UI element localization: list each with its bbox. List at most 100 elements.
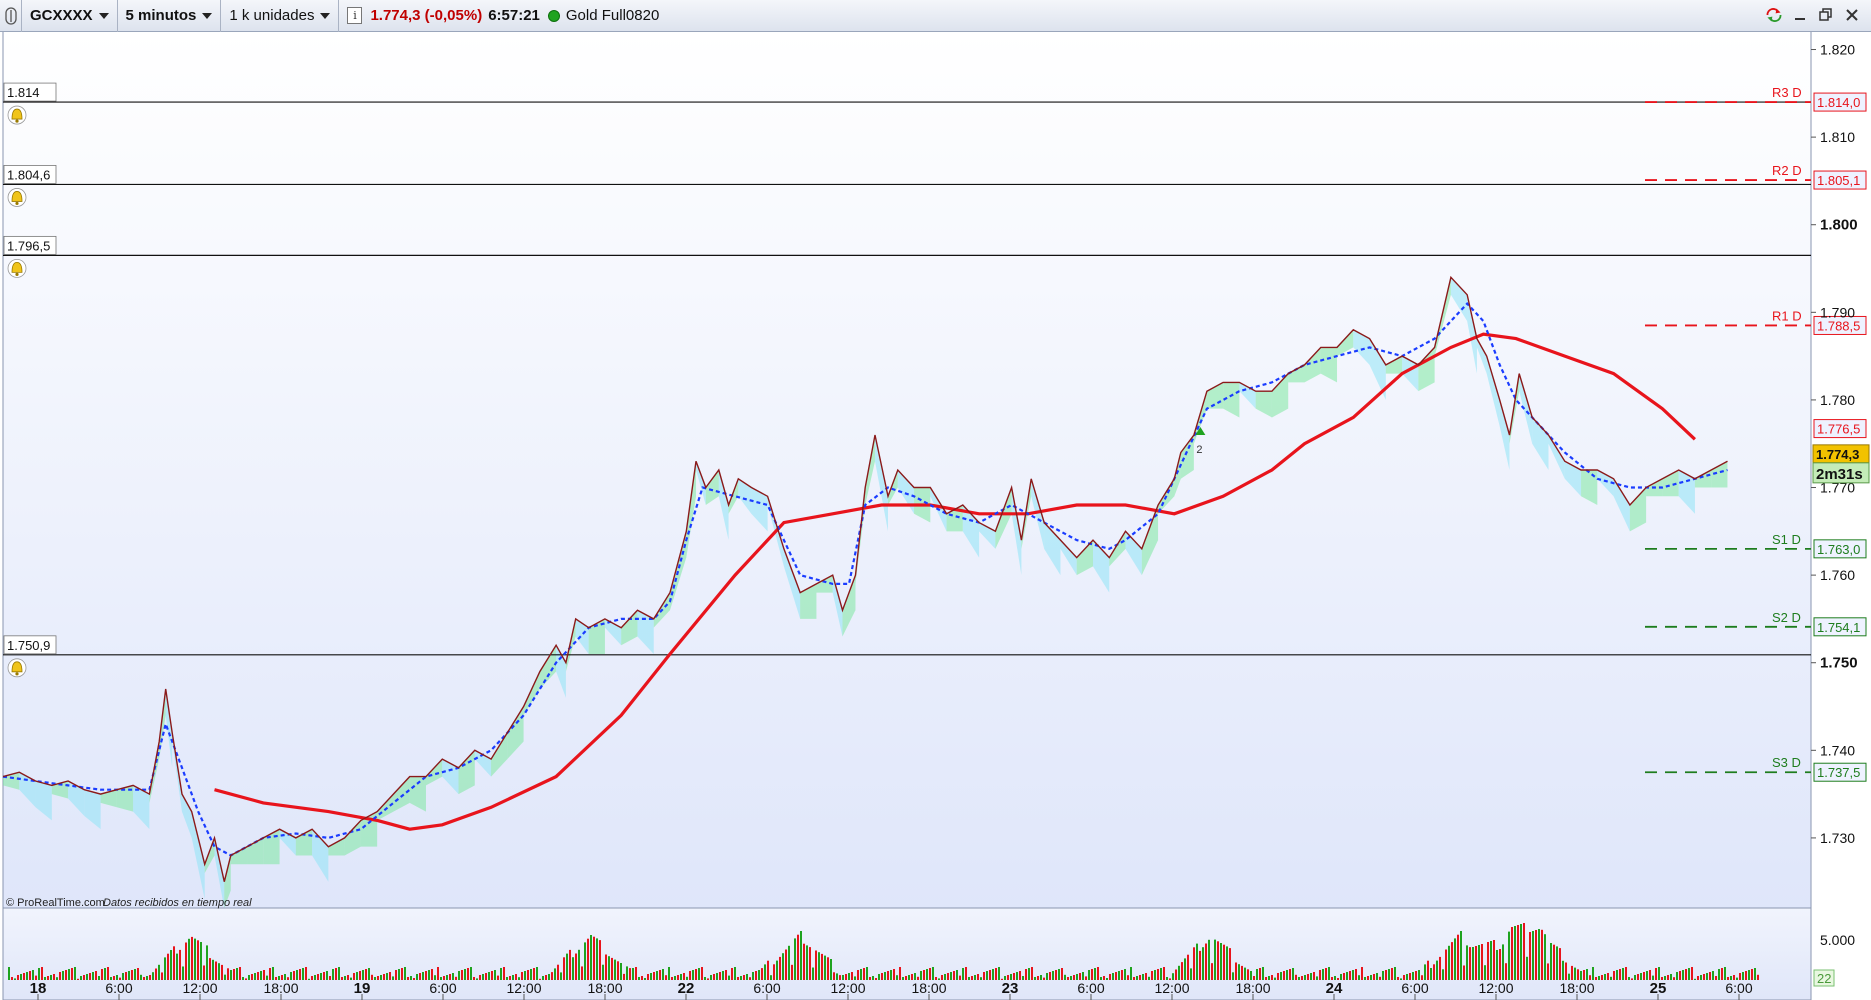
volume-bar [1070,976,1072,980]
x-tick-label: 6:00 [753,980,780,996]
volume-bar [1331,977,1333,980]
cloud-segment [214,837,225,908]
volume-bar [1043,977,1045,980]
pivot-value-box [1813,539,1867,559]
volume-bar [1118,971,1120,980]
volume-bar [443,976,445,980]
volume-bar [1508,931,1510,980]
volume-bar [14,978,16,980]
volume-bar [1652,975,1654,980]
volume-bar [155,968,157,980]
volume-bar [1457,934,1459,980]
volume-bar [56,977,58,980]
moving-average-line[interactable] [214,332,1696,831]
volume-bar [1217,941,1219,980]
volume-bar [908,975,910,980]
units-selector[interactable]: 1 k unidades [221,0,340,32]
bell-clapper [15,119,19,123]
price-line[interactable] [2,275,1728,882]
x-tick-label: 18 [30,980,47,997]
cloud-segment [1288,364,1305,383]
volume-bar [611,957,613,980]
refresh-icon[interactable] [1765,6,1783,24]
volume-last-box [1813,969,1835,987]
cloud-segment [1613,478,1630,532]
minimize-icon[interactable] [1791,6,1809,24]
volume-bar [950,972,952,980]
volume-bar [1496,950,1498,980]
volume-bar [785,949,787,980]
units-label: 1 k unidades [229,7,315,24]
cloud-segment [1486,356,1500,427]
volume-bar [977,974,979,980]
volume-bar [1616,970,1618,980]
volume-bar [119,977,121,980]
app-menu-icon[interactable] [0,0,22,32]
signal-arrow-icon[interactable] [1195,426,1206,435]
volume-bar [1595,977,1597,980]
volume-bar [395,970,397,980]
volume-bar [779,956,781,980]
volume-bar [1679,971,1681,980]
volume-bar [1190,968,1192,980]
volume-bar [1295,974,1297,980]
volume-bar [1325,968,1327,980]
y-tick-label: 1.800 [1820,217,1858,234]
info-icon[interactable]: i [347,7,363,24]
volume-bar [1073,975,1075,980]
close-icon[interactable] [1843,6,1861,24]
alert-bell-icon[interactable] [7,258,27,278]
alert-bell-icon[interactable] [7,658,27,678]
volume-bar [1289,969,1291,980]
cloud-segment [165,689,173,768]
volume-bar [761,968,763,980]
volume-bar [1370,975,1372,980]
volume-bar [1271,975,1273,980]
volume-bar [446,975,448,980]
volume-bar [1274,977,1276,980]
alert-bell-icon[interactable] [7,105,27,125]
volume-bar [1319,970,1321,980]
volume-bar [1142,974,1144,980]
volume-bar [1106,978,1108,980]
volume-bar [617,961,619,980]
volume-bar [797,934,799,980]
volume-bar [653,972,655,980]
alert-bell-icon[interactable] [7,188,27,207]
data-notice: Datos recibidos en tiempo real [103,897,252,909]
x-tick-label: 6:00 [105,980,132,996]
volume-bar [941,975,943,980]
volume-bar [512,975,514,980]
volume-bar [41,967,43,980]
volume-bar [1103,976,1105,980]
volume-bar [947,973,949,980]
volume-bar [1544,934,1546,980]
volume-bar [692,970,694,980]
cloud-segment [995,487,1012,549]
volume-bar [1511,927,1513,980]
volume-bar [1280,972,1282,980]
instrument-name: Gold Full0820 [565,7,660,24]
pivot-name: R3 D [1772,85,1802,100]
volume-bar [1757,974,1759,980]
volume-bar [302,968,304,980]
timeframe-selector[interactable]: 5 minutos [118,0,222,32]
cloud-segment [523,671,540,716]
volume-bar [1355,969,1357,980]
status-dot-icon [547,9,560,22]
volume-bar [1202,947,1204,980]
symbol-selector[interactable]: GCXXXX [22,0,118,32]
volume-bar [1220,943,1222,980]
price-chart[interactable]: 1.814 1.804,6 1.796,5 1.750,9 2 R3 D 1.814,0… [0,32,1871,1000]
volume-bar [737,977,739,980]
volume-bar [1277,973,1279,980]
cloud-segment [888,470,898,506]
volume-bar [1406,974,1408,980]
volume-bar [827,957,829,980]
volume-bar [1703,974,1705,980]
volume-bar [620,963,622,980]
cloud-segment [621,610,638,646]
volume-bar [20,974,22,980]
restore-icon[interactable] [1817,6,1835,24]
volume-bar [299,969,301,980]
